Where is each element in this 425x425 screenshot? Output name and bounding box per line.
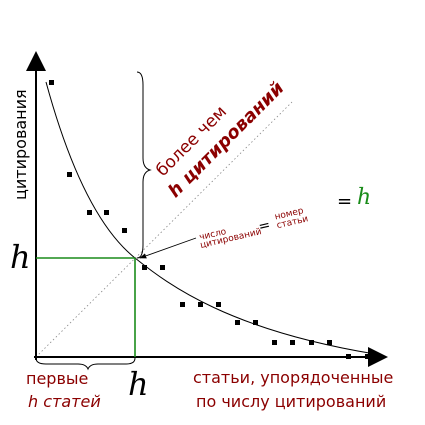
data-point bbox=[290, 340, 295, 345]
data-point bbox=[365, 354, 370, 359]
first-h-line2: h статей bbox=[28, 392, 101, 411]
data-point bbox=[272, 340, 277, 345]
data-point bbox=[235, 320, 240, 325]
data-point bbox=[253, 320, 258, 325]
data-point bbox=[216, 302, 221, 307]
diagonal-line bbox=[35, 101, 293, 358]
formula-equals-1: = bbox=[257, 217, 272, 235]
data-point bbox=[122, 228, 127, 233]
h-bottom-label: h bbox=[128, 365, 149, 403]
data-point bbox=[49, 80, 54, 85]
data-points bbox=[49, 80, 370, 359]
data-point bbox=[87, 210, 92, 215]
data-point bbox=[67, 172, 72, 177]
x-axis-label-line1: статьи, упорядоченные bbox=[193, 368, 393, 387]
data-point bbox=[327, 340, 332, 345]
formula-pointer-arrow bbox=[139, 237, 197, 259]
data-point bbox=[142, 265, 147, 270]
data-point bbox=[104, 210, 109, 215]
first-h-brace bbox=[35, 357, 136, 371]
data-point bbox=[198, 302, 203, 307]
x-axis-label-line2: по числу цитирований bbox=[196, 392, 386, 411]
y-axis-label: цитирования bbox=[11, 89, 30, 200]
data-point bbox=[309, 340, 314, 345]
more-than-h-brace bbox=[136, 71, 152, 259]
first-h-line1: первые bbox=[26, 369, 88, 388]
data-point bbox=[160, 265, 165, 270]
data-point bbox=[346, 354, 351, 359]
formula-equals-2: = bbox=[337, 191, 352, 212]
data-point bbox=[180, 302, 185, 307]
h-left-label: h bbox=[10, 238, 31, 276]
h-right-label: h bbox=[357, 185, 371, 210]
